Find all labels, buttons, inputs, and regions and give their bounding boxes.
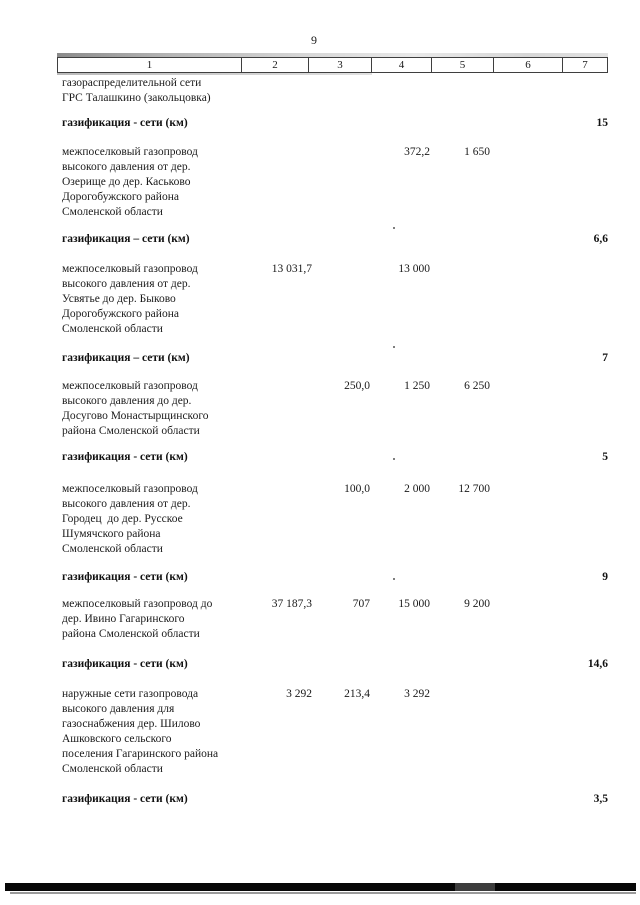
section-value: 3,5 (593, 793, 608, 805)
section-value: 15 (596, 117, 609, 129)
row-text-line: Смоленской области (62, 206, 163, 218)
section-value: 14,6 (587, 658, 608, 670)
row-text-line: Досугово Монастырщинского (62, 410, 209, 422)
table-header-cell: 7 (562, 57, 608, 73)
row-value-cell: 12 700 (458, 483, 490, 495)
table-header-cell: 5 (431, 57, 494, 73)
section-label: газификация - сети (км) (62, 117, 188, 129)
row-text-line: поселения Гагаринского района (62, 748, 219, 760)
row-value-cell: 13 000 (398, 263, 430, 275)
row-text-line: межпоселковый газопровод (62, 380, 198, 392)
section-label: газификация - сети (км) (62, 451, 188, 463)
row-value-cell: 707 (352, 598, 370, 610)
row-value-cell: 9 200 (464, 598, 490, 610)
table-header-cell: 6 (493, 57, 563, 73)
section-label: газификация – сети (км) (62, 352, 190, 364)
row-text-line: Ашковского сельского (62, 733, 172, 745)
row-value-cell: 100,0 (344, 483, 370, 495)
row-value-cell: 6 250 (464, 380, 490, 392)
row-value-cell: 1 250 (404, 380, 430, 392)
row-text-line: высокого давления от дер. (62, 161, 191, 173)
row-text-line: района Смоленской области (62, 628, 200, 640)
row-text-line: наружные сети газопровода (62, 688, 199, 700)
row-value-cell: 2 000 (404, 483, 430, 495)
row-text-line: Смоленской области (62, 323, 163, 335)
row-text-line: Дорогобужского района (62, 191, 179, 203)
section-value: 6,6 (593, 233, 608, 245)
table-header-cell: 2 (241, 57, 309, 73)
row-value-cell: 13 031,7 (271, 263, 312, 275)
table-cell-continuation-line: ГРС Талашкино (закольцовка) (62, 92, 211, 104)
section-label: газификация - сети (км) (62, 658, 188, 670)
row-value-cell: 372,2 (404, 146, 430, 158)
row-value-cell: 3 292 (286, 688, 312, 700)
row-text-line: Смоленской области (62, 763, 163, 775)
row-text-line: Городец до дер. Русское (62, 513, 183, 525)
section-value: 5 (602, 451, 608, 463)
page-number: 9 (311, 33, 317, 47)
scan-artifact-dot (393, 227, 395, 229)
section-label: газификация – сети (км) (62, 233, 190, 245)
row-value-cell: 1 650 (464, 146, 490, 158)
row-value-cell: 213,4 (344, 688, 370, 700)
row-text-line: Шумячского района (62, 528, 161, 540)
scan-artifact-dot (393, 578, 395, 580)
row-text-line: межпоселковый газопровод (62, 146, 198, 158)
row-text-line: Усвятье до дер. Быково (62, 293, 176, 305)
table-header-cell: 1 (57, 57, 242, 73)
row-text-line: высокого давления до дер. (62, 395, 192, 407)
row-text-line: Смоленской области (62, 543, 163, 555)
row-value-cell: 37 187,3 (271, 598, 312, 610)
row-value-cell: 15 000 (398, 598, 430, 610)
page-bottom-thin-line (10, 892, 636, 894)
scan-smudge (57, 73, 372, 75)
page-bottom-rule (5, 883, 636, 891)
row-text-line: дер. Ивино Гагаринского (62, 613, 185, 625)
row-text-line: Озерище до дер. Каськово (62, 176, 191, 188)
section-label: газификация - сети (км) (62, 793, 188, 805)
table-header-cell: 3 (308, 57, 372, 73)
row-value-cell: 3 292 (404, 688, 430, 700)
page-bottom-rule-patch (455, 883, 495, 891)
row-text-line: межпоселковый газопровод до (62, 598, 213, 610)
row-text-line: высокого давления от дер. (62, 498, 191, 510)
row-text-line: высокого давления от дер. (62, 278, 191, 290)
section-label: газификация - сети (км) (62, 571, 188, 583)
row-text-line: района Смоленской области (62, 425, 200, 437)
row-text-line: высокого давления для (62, 703, 175, 715)
row-value-cell: 250,0 (344, 380, 370, 392)
row-text-line: межпоселковый газопровод (62, 483, 198, 495)
table-header-cell: 4 (371, 57, 432, 73)
section-value: 7 (602, 352, 608, 364)
row-text-line: межпоселковый газопровод (62, 263, 198, 275)
table-cell-continuation-line: газораспределительной сети (62, 77, 202, 89)
section-value: 9 (602, 571, 608, 583)
scan-artifact-dot (393, 458, 395, 460)
row-text-line: Дорогобужского района (62, 308, 179, 320)
row-text-line: газоснабжения дер. Шилово (62, 718, 201, 730)
scan-artifact-dot (393, 346, 395, 348)
